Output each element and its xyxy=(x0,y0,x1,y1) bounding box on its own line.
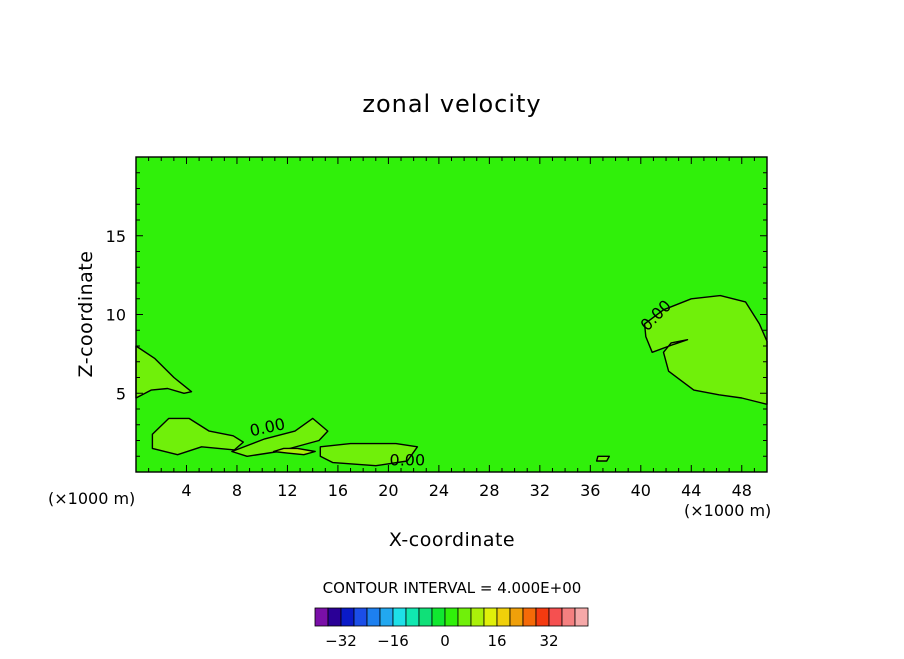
colorbar-swatch xyxy=(366,607,381,627)
x-tick-label: 28 xyxy=(479,481,499,500)
chart-title: zonal velocity xyxy=(362,90,541,118)
contour-region-3 xyxy=(231,417,329,457)
contour-region-4 xyxy=(319,442,419,467)
x-tick-label: 44 xyxy=(681,481,701,500)
colorbar-swatch xyxy=(535,607,550,627)
colorbar-swatch xyxy=(470,607,485,627)
colorbar-tick-label: 0 xyxy=(440,632,450,650)
colorbar-swatch xyxy=(444,607,459,627)
colorbar-swatch xyxy=(418,607,433,627)
contour-region-7 xyxy=(595,455,610,462)
colorbar-swatch xyxy=(548,607,563,627)
x-tick-label: 24 xyxy=(429,481,449,500)
colorbar-swatch xyxy=(392,607,407,627)
contour-interval-label: CONTOUR INTERVAL = 4.000E+00 xyxy=(323,579,582,597)
colorbar-tick-label: −16 xyxy=(377,632,409,650)
y-tick-label: 10 xyxy=(106,306,126,325)
x-tick-label: 32 xyxy=(530,481,550,500)
colorbar-swatch xyxy=(431,607,446,627)
contour-region-2 xyxy=(151,417,245,456)
y-tick-label: 5 xyxy=(116,384,126,403)
x-axis-title: X-coordinate xyxy=(389,529,515,551)
colorbar-swatch xyxy=(561,607,576,627)
colorbar-swatch xyxy=(496,607,511,627)
contour-region-5 xyxy=(643,294,768,405)
colorbar-swatch xyxy=(379,607,394,627)
x-tick-label: 36 xyxy=(580,481,600,500)
colorbar-swatch xyxy=(327,607,342,627)
colorbar-swatch xyxy=(405,607,420,627)
x-tick-label: 8 xyxy=(232,481,242,500)
contour-region-6 xyxy=(272,447,316,456)
y-axis-title: Z-coordinate xyxy=(75,251,97,378)
contour-label-2: 0.00 xyxy=(390,451,426,470)
colorbar: −32 −16 0 16 32 xyxy=(314,607,589,650)
x-tick-label: 12 xyxy=(277,481,297,500)
x-tick-label: 16 xyxy=(328,481,348,500)
colorbar-swatch xyxy=(314,607,329,627)
colorbar-swatch xyxy=(457,607,472,627)
colorbar-tick-label: 16 xyxy=(487,632,506,650)
x-tick-label: 4 xyxy=(181,481,191,500)
y-tick-label: 15 xyxy=(106,227,126,246)
colorbar-swatch xyxy=(509,607,524,627)
colorbar-swatch xyxy=(353,607,368,627)
colorbar-tick-label: −32 xyxy=(325,632,357,650)
colorbar-swatch xyxy=(522,607,537,627)
colorbar-swatch xyxy=(483,607,498,627)
contour-region-1 xyxy=(135,345,193,399)
x-unit-right: (×1000 m) xyxy=(684,501,771,520)
x-tick-label: 40 xyxy=(631,481,651,500)
x-unit-left: (×1000 m) xyxy=(48,489,135,508)
colorbar-tick-label: 32 xyxy=(539,632,558,650)
colorbar-swatch xyxy=(574,607,589,627)
x-tick-label: 20 xyxy=(378,481,398,500)
x-tick-label: 48 xyxy=(732,481,752,500)
colorbar-swatch xyxy=(340,607,355,627)
